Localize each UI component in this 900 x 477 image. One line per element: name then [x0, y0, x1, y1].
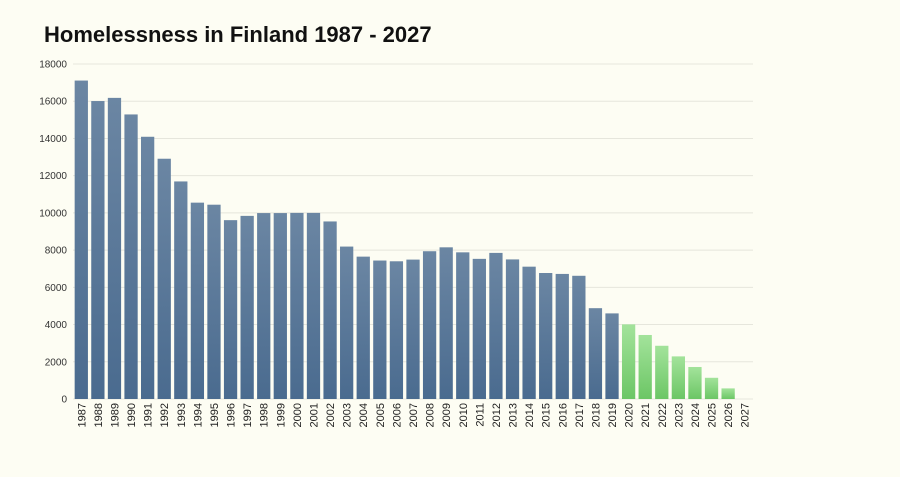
x-tick-label: 1998 — [259, 403, 271, 427]
x-tick-label: 2009 — [441, 403, 453, 427]
bar-historical — [290, 212, 304, 399]
bar-projected — [721, 388, 735, 399]
x-tick-label: 2008 — [425, 403, 437, 427]
x-tick-label: 2000 — [292, 403, 304, 427]
bar-historical — [190, 202, 205, 399]
bar-historical — [456, 252, 470, 399]
x-tick-label: 1991 — [143, 403, 155, 427]
y-tick-label: 2000 — [45, 357, 68, 368]
bar-historical — [157, 158, 171, 399]
x-tick-label: 1989 — [109, 403, 121, 427]
bar-historical — [207, 204, 221, 399]
x-tick-label: 2015 — [541, 403, 553, 427]
bar-historical — [223, 220, 238, 399]
x-tick-label: 2007 — [408, 403, 420, 427]
bar-historical — [555, 273, 569, 399]
x-tick-label: 1995 — [209, 403, 221, 427]
bar-historical — [124, 114, 138, 399]
x-tick-label: 1997 — [242, 403, 254, 427]
x-tick-label: 2002 — [325, 403, 337, 427]
x-tick-label: 2025 — [707, 403, 719, 427]
y-tick-label: 4000 — [45, 320, 68, 331]
bar-historical — [356, 256, 370, 400]
x-tick-label: 2012 — [491, 403, 503, 427]
x-tick-label: 2024 — [690, 403, 702, 427]
x-tick-label: 1990 — [126, 403, 138, 427]
y-tick-label: 8000 — [45, 246, 68, 257]
x-tick-label: 1996 — [226, 403, 238, 427]
bar-historical — [323, 221, 337, 399]
y-tick-label: 16000 — [39, 97, 67, 108]
bar-projected — [655, 345, 669, 399]
x-tick-label: 1987 — [76, 403, 88, 427]
bar-projected — [621, 324, 636, 399]
x-tick-label: 2020 — [624, 403, 636, 427]
bar-projected — [671, 356, 685, 399]
bar-historical — [306, 212, 321, 399]
bar-historical — [389, 261, 404, 399]
x-tick-label: 2022 — [657, 403, 669, 427]
x-tick-label: 2021 — [640, 403, 652, 427]
bar-historical — [340, 246, 354, 399]
bar-historical — [107, 97, 122, 400]
bar-historical — [141, 136, 155, 399]
x-tick-label: 1993 — [176, 403, 188, 427]
x-tick-label: 2017 — [574, 403, 586, 427]
y-tick-label: 12000 — [39, 171, 67, 182]
bar-historical — [472, 258, 486, 399]
x-tick-label: 2004 — [358, 403, 370, 427]
x-tick-label: 2010 — [458, 403, 470, 427]
x-tick-label: 2018 — [590, 403, 602, 427]
x-tick-label: 1999 — [275, 403, 287, 427]
bar-historical — [373, 260, 387, 399]
y-tick-label: 0 — [61, 395, 67, 406]
bar-historical — [422, 251, 437, 399]
x-tick-label: 2023 — [673, 403, 685, 427]
x-tick-label: 2001 — [308, 403, 320, 427]
bar-projected — [704, 377, 719, 399]
bar-historical — [489, 252, 503, 399]
bar-historical — [605, 313, 619, 399]
bar-projected — [688, 366, 702, 399]
y-tick-label: 14000 — [39, 134, 67, 145]
bar-historical — [439, 247, 453, 399]
bar-historical — [240, 215, 254, 399]
x-tick-label: 2006 — [391, 403, 403, 427]
y-tick-label: 6000 — [45, 283, 68, 294]
x-tick-label: 2014 — [524, 403, 536, 427]
x-tick-label: 2027 — [740, 403, 752, 427]
bar-historical — [539, 273, 553, 399]
x-tick-label: 2019 — [607, 403, 619, 427]
x-tick-label: 2003 — [342, 403, 354, 427]
x-tick-label: 1988 — [93, 403, 105, 427]
x-tick-label: 1994 — [192, 403, 204, 427]
bar-historical — [91, 101, 105, 399]
x-tick-label: 2026 — [723, 403, 735, 427]
bar-historical — [74, 80, 88, 399]
bar-historical — [588, 308, 603, 399]
bar-historical — [174, 181, 188, 399]
bar-historical — [273, 213, 287, 399]
bar-historical — [572, 275, 586, 399]
x-tick-label: 1992 — [159, 403, 171, 427]
bar-historical — [505, 259, 520, 399]
chart-title: Homelessness in Finland 1987 - 2027 — [44, 22, 432, 47]
x-tick-label: 2005 — [375, 403, 387, 427]
y-tick-label: 18000 — [39, 60, 67, 71]
x-tick-label: 2011 — [474, 403, 486, 427]
bar-projected — [638, 334, 652, 399]
x-tick-label: 2013 — [508, 403, 520, 427]
x-tick-label: 2016 — [557, 403, 569, 427]
y-tick-label: 10000 — [39, 208, 67, 219]
bar-historical — [522, 266, 536, 399]
bar-historical — [406, 259, 420, 399]
bar-historical — [257, 213, 271, 399]
